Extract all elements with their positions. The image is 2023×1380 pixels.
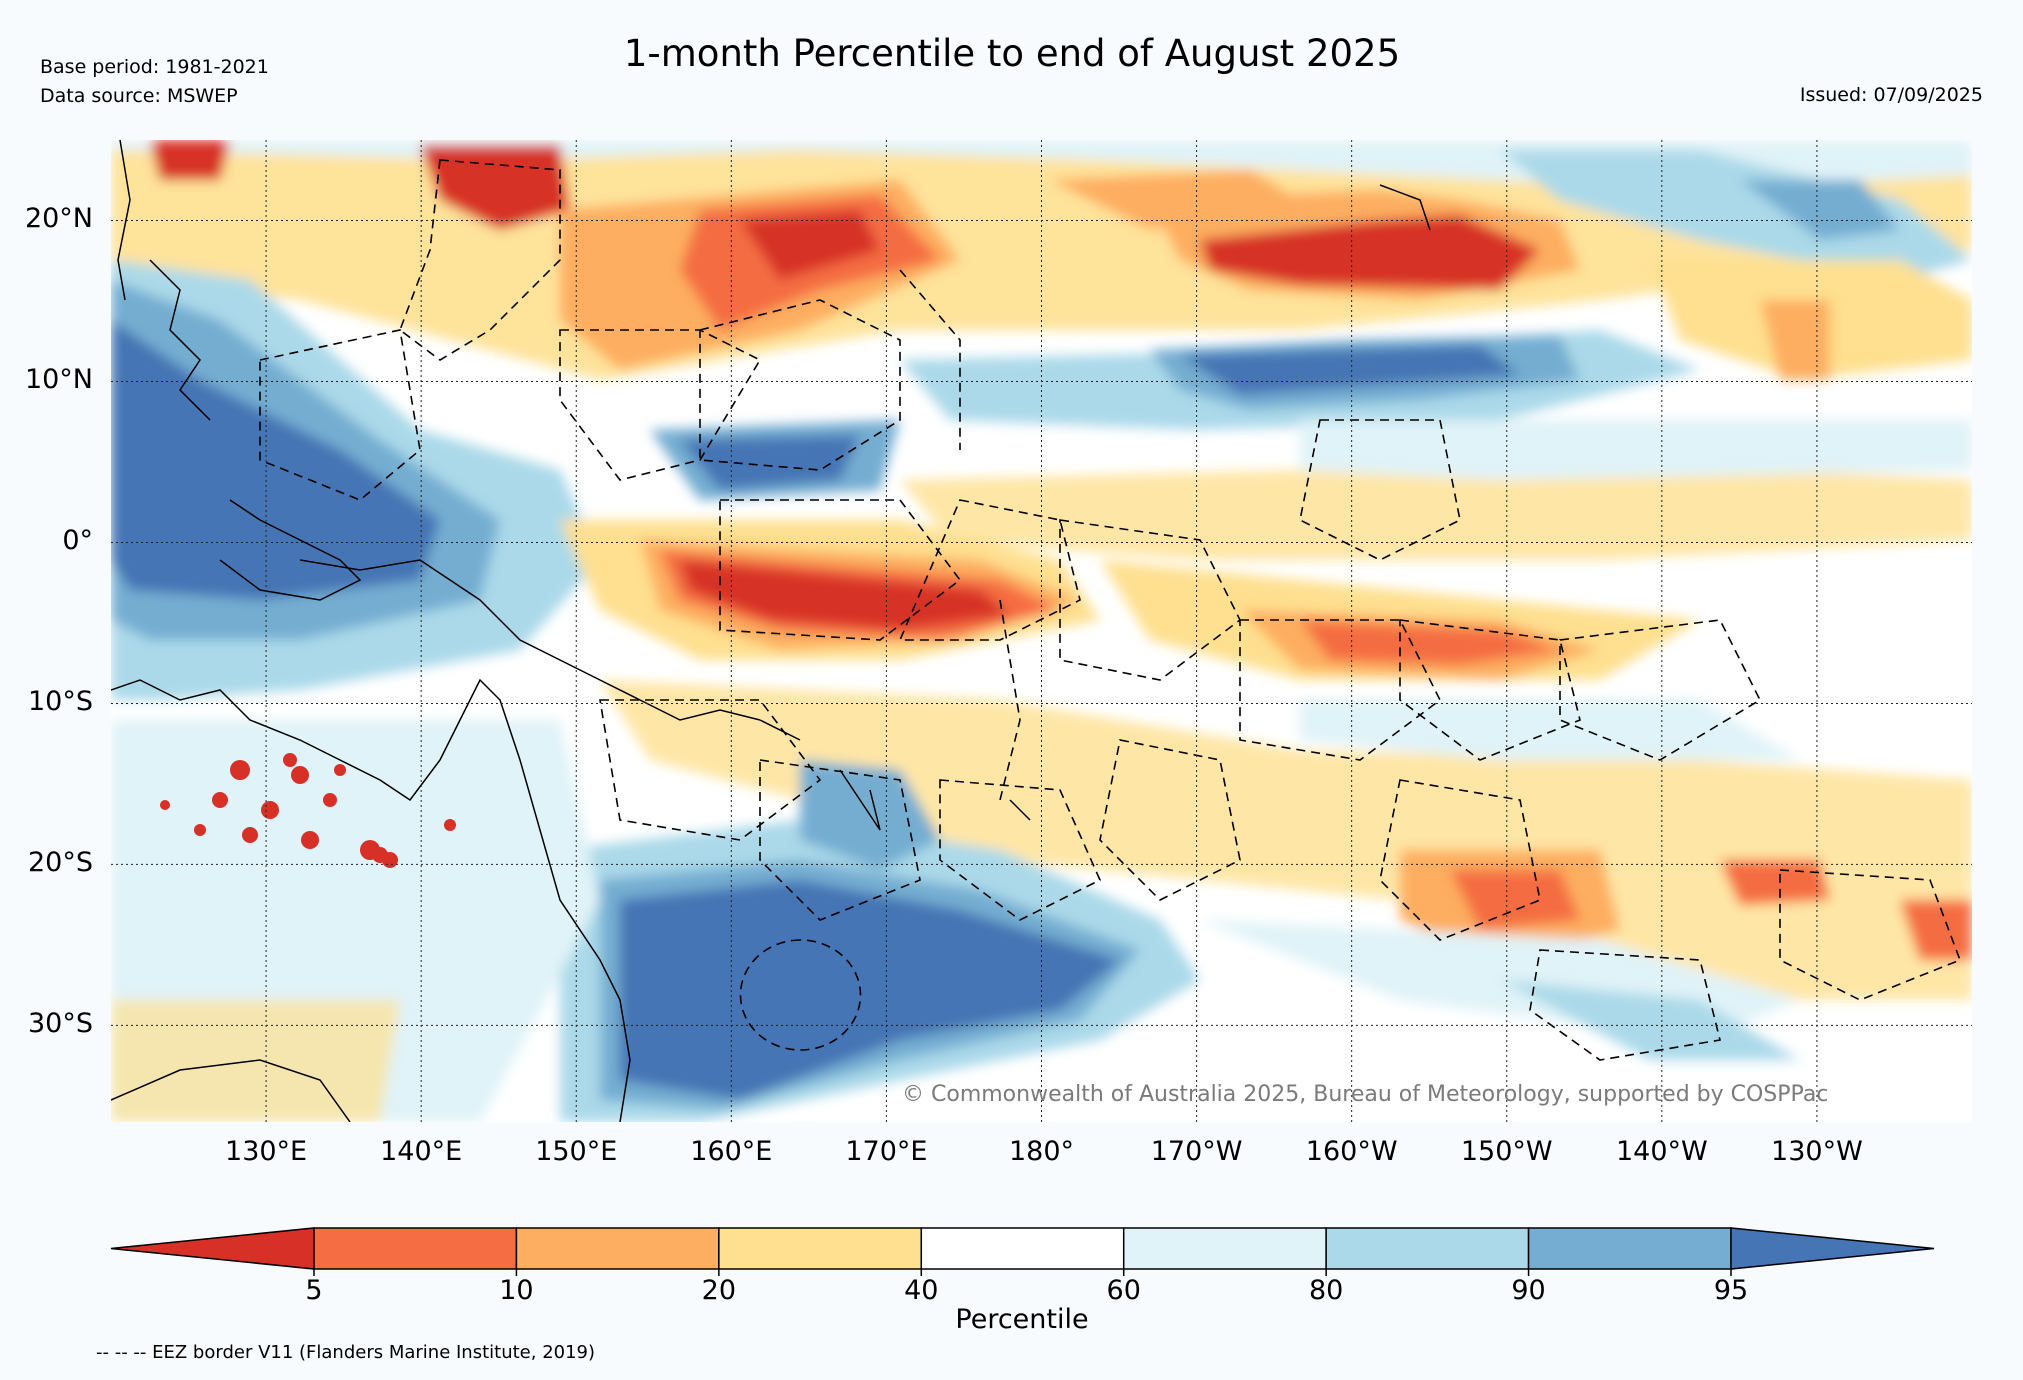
- longitude-label: 170°W: [1150, 1136, 1243, 1167]
- base-period-text: Base period: 1981-2021: [40, 56, 269, 78]
- longitude-label: 180°: [1008, 1136, 1075, 1167]
- colorbar-tick-label: 40: [904, 1275, 939, 1306]
- colorbar-tick-label: 10: [499, 1275, 534, 1306]
- latitude-label: 10°N: [24, 364, 93, 396]
- colorbar-tick-label: 90: [1511, 1275, 1546, 1306]
- colorbar-tick-label: 5: [305, 1275, 323, 1306]
- latitude-label: 30°S: [28, 1008, 93, 1040]
- longitude-label: 160°W: [1305, 1136, 1398, 1167]
- graticule: [111, 140, 1972, 1122]
- figure-title: 1-month Percentile to end of August 2025: [623, 32, 1401, 75]
- latitude-label: 20°N: [24, 203, 93, 235]
- colorbar-tick-label: 60: [1106, 1275, 1141, 1306]
- longitude-label: 140°E: [380, 1136, 463, 1167]
- eez-borders: [259, 159, 1962, 1061]
- latitude-label: 10°S: [28, 686, 93, 718]
- eez-note: -- -- -- EEZ border V11 (Flanders Marine…: [96, 1342, 596, 1363]
- australia-red-speckles: [160, 753, 456, 868]
- colorbar-tick-label: 80: [1308, 1275, 1344, 1306]
- longitude-label: 160°E: [690, 1136, 773, 1167]
- longitude-label: 150°E: [535, 1136, 618, 1167]
- colorbar-label: Percentile: [955, 1304, 1089, 1335]
- longitude-label: 150°W: [1460, 1136, 1553, 1167]
- copyright-text: © Commonwealth of Australia 2025, Bureau…: [902, 1082, 1829, 1107]
- colorbar-tick-label: 20: [701, 1275, 737, 1306]
- issued-date-text: Issued: 07/09/2025: [1799, 84, 1983, 106]
- longitude-label: 130°E: [225, 1136, 308, 1167]
- latitude-label: 0°: [62, 525, 93, 557]
- longitude-label: 140°W: [1615, 1136, 1708, 1167]
- longitude-label: 170°E: [845, 1136, 928, 1167]
- latitude-label: 20°S: [28, 847, 93, 879]
- longitude-label: 130°W: [1771, 1136, 1863, 1167]
- data-source-text: Data source: MSWEP: [40, 85, 238, 107]
- colorbar-tick-label: 95: [1713, 1275, 1749, 1306]
- coastlines: [111, 140, 1431, 1122]
